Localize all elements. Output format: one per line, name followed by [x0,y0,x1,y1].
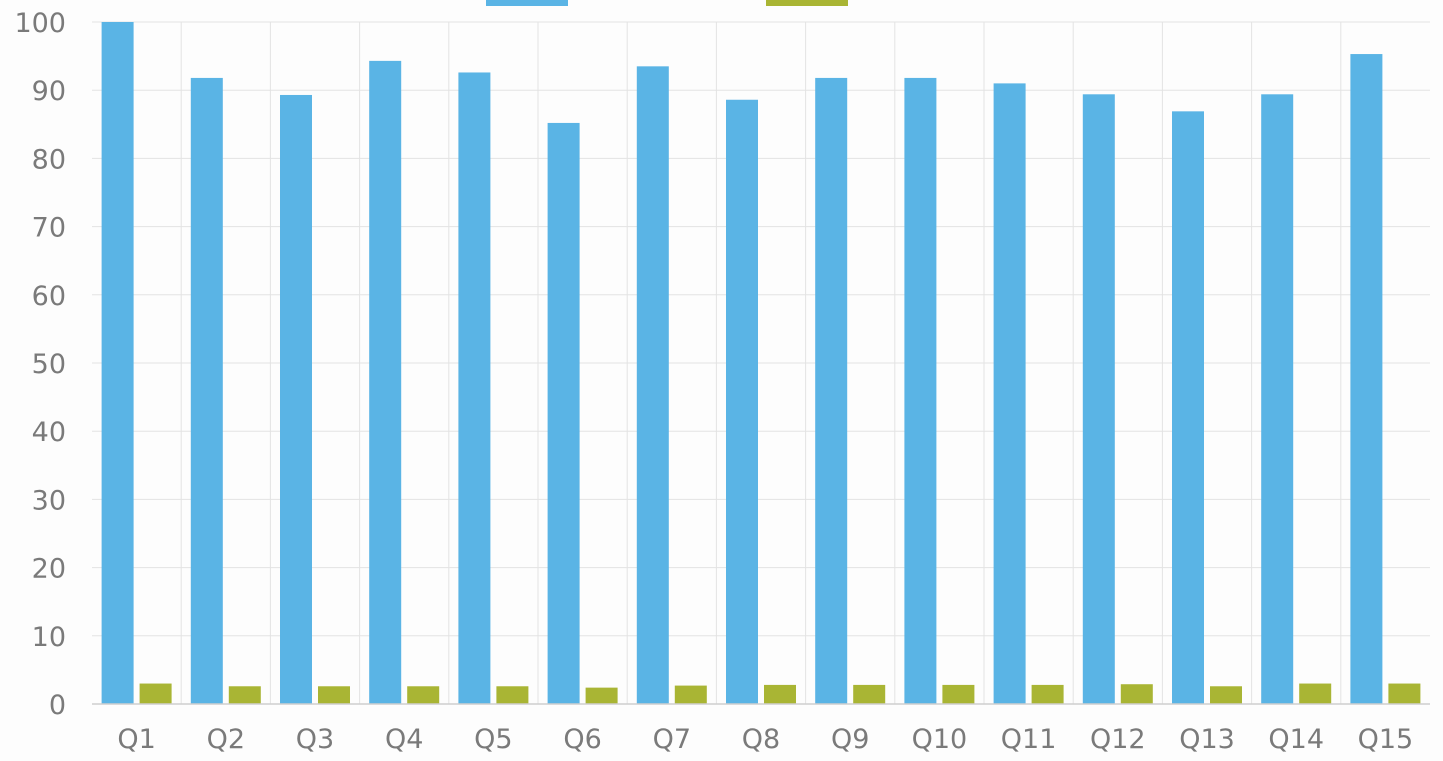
x-axis: Q1 Q2 Q3 Q4 Q5 Q6 Q7 Q8 Q9 Q10 Q11 Q12 Q13 Q14 Q15 [92,703,1430,755]
x-tick-label: Q12 [1090,724,1146,755]
y-tick-label: 40 [32,417,66,448]
bar-series-1-q3 [280,94,312,704]
bar-series-1-q15 [1350,54,1383,704]
bar-series-1-q9 [815,77,848,704]
bar-series-2-q8 [764,684,796,704]
x-tick-label: Q3 [296,724,334,755]
bar-series-1-q12 [1082,94,1115,705]
bar-series-2-q15 [1388,683,1421,704]
y-axis: 0 10 20 30 40 50 60 70 80 90 100 [14,8,66,721]
y-tick-label: 20 [32,554,66,585]
bar-series-1-q7 [636,66,669,704]
y-tick-label: 100 [14,8,66,39]
x-tick-label: Q1 [117,724,155,755]
bar-series-2-q9 [853,684,886,704]
x-tick-label: Q11 [1001,724,1057,755]
x-tick-label: Q9 [831,724,869,755]
bar-series-2-q1 [139,683,172,704]
bar-series-1-q8 [726,99,758,705]
x-tick-label: Q10 [912,724,968,755]
y-tick-label: 80 [32,144,66,175]
bar-series-2-q14 [1299,683,1332,704]
bar-series-2-q10 [942,684,975,704]
x-tick-label: Q5 [474,724,512,755]
x-tick-label: Q8 [742,724,780,755]
y-tick-label: 10 [32,622,66,653]
bar-series-1-q2 [190,77,223,704]
y-tick-label: 60 [32,281,66,312]
x-tick-label: Q2 [207,724,245,755]
y-tick-label: 70 [32,213,66,244]
bars-layer [101,22,1421,705]
y-tick-label: 0 [49,690,66,721]
bar-series-2-q7 [674,685,707,704]
grid-layer [92,21,1430,705]
x-tick-label: Q15 [1358,724,1414,755]
bar-series-1-q4 [369,60,402,704]
bar-series-1-q1 [101,22,134,704]
legend [486,0,848,6]
x-tick-label: Q6 [563,724,601,755]
y-tick-label: 30 [32,485,66,516]
bar-series-2-q2 [228,686,261,704]
bar-series-1-q14 [1261,94,1294,705]
bar-series-2-q12 [1120,684,1153,704]
y-tick-label: 50 [32,349,66,380]
x-tick-label: Q14 [1268,724,1324,755]
bar-series-2-q4 [407,686,440,704]
bar-series-2-q11 [1031,684,1064,704]
bar-series-2-q6 [585,687,618,704]
bar-series-2-q13 [1210,686,1242,704]
x-tick-label: Q7 [653,724,691,755]
bar-series-1-q13 [1172,111,1204,705]
legend-swatch-series-1 [486,0,568,6]
legend-swatch-series-2 [766,0,848,6]
x-tick-label: Q13 [1179,724,1235,755]
bar-series-1-q10 [904,77,937,704]
bar-series-1-q5 [458,72,491,704]
x-tick-label: Q4 [385,724,423,755]
bar-series-2-q3 [318,686,350,704]
bar-series-2-q5 [496,686,529,704]
bar-series-1-q6 [547,122,580,705]
y-tick-label: 90 [32,76,66,107]
bar-series-1-q11 [993,83,1026,704]
